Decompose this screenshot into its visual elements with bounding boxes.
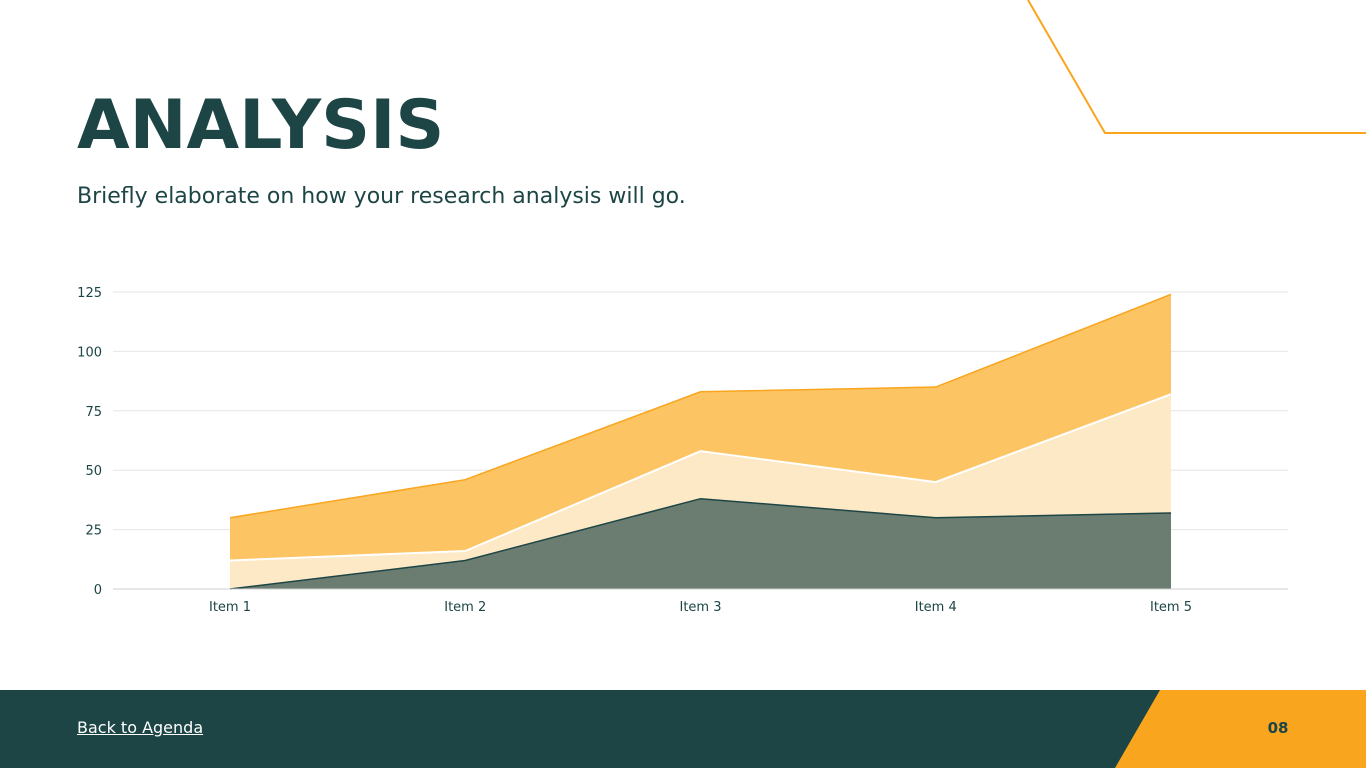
y-tick-label-100: 100 xyxy=(77,345,102,360)
series-line-1 xyxy=(229,497,1172,590)
page-subtitle: Briefly elaborate on how your research a… xyxy=(77,184,686,209)
x-tick-label-3: Item 3 xyxy=(680,600,722,615)
y-tick-label-125: 125 xyxy=(77,286,102,301)
y-tick-label-75: 75 xyxy=(85,405,102,420)
x-tick-label-5: Item 5 xyxy=(1150,600,1192,615)
series-line-2 xyxy=(229,393,1172,562)
series-line-3 xyxy=(229,293,1172,519)
footer-bar xyxy=(0,690,1366,768)
stacked-area-chart: 0 25 50 75 100 125 Item 1 Item 2 Item 3 Item 4 Ite… xyxy=(77,286,1288,615)
series-area-3 xyxy=(230,294,1171,561)
x-tick-label-4: Item 4 xyxy=(915,600,957,615)
series-area-1 xyxy=(230,498,1171,589)
x-tick-label-2: Item 2 xyxy=(444,600,486,615)
page-number: 08 xyxy=(1267,719,1289,737)
footer-accent-shape xyxy=(1115,690,1366,768)
back-to-agenda-link[interactable]: Back to Agenda xyxy=(77,718,204,737)
page-title: ANALYSIS xyxy=(77,86,445,165)
y-tick-label-50: 50 xyxy=(85,464,102,479)
y-tick-label-25: 25 xyxy=(85,524,102,539)
y-tick-label-0: 0 xyxy=(94,583,102,598)
series-area-2 xyxy=(230,394,1171,589)
x-tick-label-1: Item 1 xyxy=(209,600,251,615)
